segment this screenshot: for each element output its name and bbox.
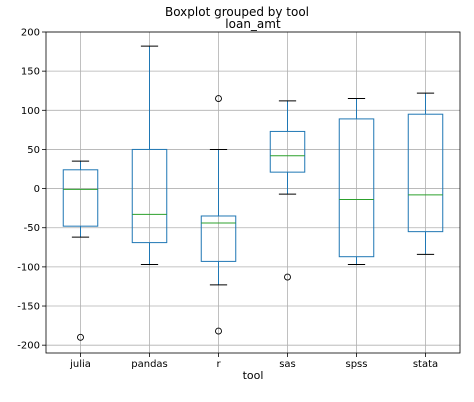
x-tick-label: pandas: [131, 359, 168, 370]
y-tick-label: 50: [27, 145, 40, 156]
y-tick-label: -100: [17, 262, 40, 273]
x-tick-label: sas: [279, 359, 296, 370]
x-tick-label: julia: [69, 359, 91, 370]
box-stata: [407, 113, 444, 233]
box-spss: [338, 118, 375, 258]
x-tick-label: spss: [346, 359, 368, 370]
x-tick-label: r: [216, 359, 221, 370]
y-tick-label: 100: [21, 106, 40, 117]
outlier-point: [215, 95, 222, 102]
y-tick-label: -150: [17, 302, 40, 313]
outlier-point: [77, 333, 84, 341]
chart-title: loan_amt: [225, 17, 281, 31]
plot-frame: [45, 31, 461, 354]
x-axis-label: tool: [243, 369, 264, 382]
box-r: [200, 215, 237, 262]
y-tick-label: 0: [34, 184, 40, 195]
box-series: [62, 45, 444, 341]
outlier-point: [284, 273, 291, 281]
y-tick-label: 200: [21, 28, 40, 39]
box-sas: [269, 130, 306, 173]
y-tick-label: 150: [21, 67, 40, 78]
y-tick-label: -200: [17, 341, 40, 352]
box-pandas: [131, 148, 168, 244]
axes: 200 150 100 50 0 -50 -100 -150 -200 julia pandas r s…: [17, 28, 461, 370]
outlier-point: [215, 327, 222, 335]
grid-lines: [46, 31, 460, 353]
y-tick-label: -50: [24, 223, 40, 234]
chart-suptitle: Boxplot grouped by tool: [164, 5, 310, 19]
x-tick-label: stata: [413, 359, 438, 370]
box-julia: [62, 169, 99, 227]
